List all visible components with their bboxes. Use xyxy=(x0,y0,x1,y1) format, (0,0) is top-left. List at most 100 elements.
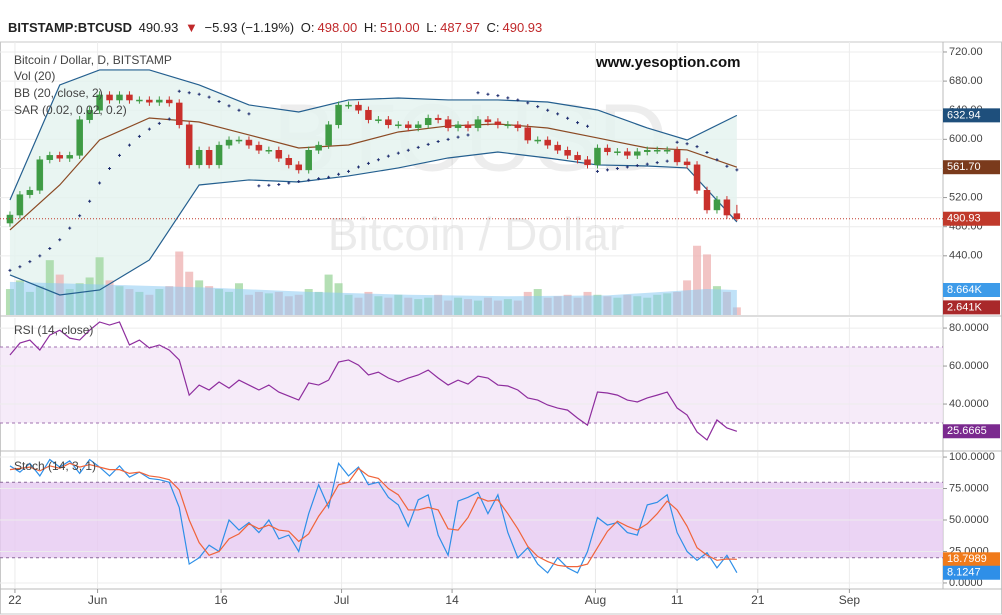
change-arrow: ▼ xyxy=(185,20,198,35)
candle-body xyxy=(205,150,213,166)
series-title: Bitcoin / Dollar, D, BITSTAMP xyxy=(14,53,172,67)
volume-bar xyxy=(175,251,184,315)
sar-dot xyxy=(78,214,82,218)
candle-body xyxy=(424,117,432,126)
y-tick-label: 440.00 xyxy=(949,250,983,262)
sar-dot xyxy=(436,140,440,144)
sar-dot xyxy=(217,99,221,103)
sar-dot xyxy=(177,89,181,93)
candle-body xyxy=(26,190,34,195)
candle-body xyxy=(594,147,601,166)
sar-dot xyxy=(675,140,679,144)
candle-body xyxy=(464,124,472,128)
band-fill xyxy=(0,347,943,424)
sar-dot xyxy=(366,161,370,165)
candle-body xyxy=(345,104,352,107)
sar-dot xyxy=(655,161,659,165)
candle-body xyxy=(255,144,263,151)
candle-body xyxy=(514,124,522,128)
candle-body xyxy=(126,94,133,101)
x-tick-label: Aug xyxy=(585,593,606,607)
candle-body xyxy=(395,124,402,127)
legend-entry: Vol (20) xyxy=(14,69,55,83)
candle-body xyxy=(325,124,332,146)
candle-body xyxy=(16,194,24,216)
candle-body xyxy=(663,150,671,152)
candle-body xyxy=(146,99,153,103)
sar-dot xyxy=(88,199,92,203)
sar-dot xyxy=(576,121,580,125)
x-tick-label: Jun xyxy=(88,593,107,607)
sar-dot xyxy=(28,260,32,264)
x-tick-label: Jul xyxy=(334,593,349,607)
volume-bar xyxy=(693,245,702,315)
candle-body xyxy=(36,159,44,191)
ohlc-label: O: xyxy=(300,20,315,35)
candle-body xyxy=(185,124,193,166)
candle-body xyxy=(285,158,293,166)
candle-body xyxy=(484,119,492,123)
sar-dot xyxy=(546,108,550,112)
pane-title: Stoch (14, 3, 1) xyxy=(14,459,96,473)
sar-dot xyxy=(147,127,151,131)
sar-dot xyxy=(526,101,530,105)
candle-body xyxy=(574,155,581,160)
sar-dot xyxy=(137,134,141,138)
sar-dot xyxy=(247,112,251,116)
candle-body xyxy=(693,164,701,191)
candle-body xyxy=(375,119,382,121)
price-badge xyxy=(943,108,1000,123)
indicator-line xyxy=(9,462,737,568)
sar-dot xyxy=(307,178,311,182)
sar-dot xyxy=(237,108,241,112)
x-tick-label: 14 xyxy=(445,593,459,607)
price-badge xyxy=(943,160,1000,175)
candle-body xyxy=(653,150,661,152)
sar-dot xyxy=(68,226,72,230)
sar-dot xyxy=(715,158,719,162)
sar-dot xyxy=(426,142,430,146)
candle-body xyxy=(175,102,183,126)
stoch-pane xyxy=(0,452,943,588)
candle-body xyxy=(444,119,452,128)
volume-bar xyxy=(703,254,712,315)
candle-body xyxy=(434,117,442,120)
sar-dot xyxy=(695,145,699,149)
bb-line xyxy=(9,151,738,296)
sar-dot xyxy=(615,166,619,170)
sar-dot xyxy=(416,145,420,149)
candle-body xyxy=(136,99,143,102)
candle-body xyxy=(683,161,691,166)
sar-dot xyxy=(556,112,560,116)
sar-dot xyxy=(207,95,211,99)
candle-body xyxy=(634,151,641,156)
candle-body xyxy=(713,199,721,211)
volume-ma-area xyxy=(9,281,737,315)
sar-dot xyxy=(605,168,609,172)
sar-dot xyxy=(287,181,291,185)
sar-dot xyxy=(127,143,131,147)
sar-dot xyxy=(625,165,629,169)
indicator-badge xyxy=(943,424,1000,439)
candle-body xyxy=(673,150,681,163)
watermark: Bitcoin / Dollar xyxy=(328,208,625,260)
sar-dot xyxy=(376,158,380,162)
legend-entry: BB (20, close, 2) xyxy=(14,86,103,100)
candle-body xyxy=(315,144,322,151)
candle-body xyxy=(116,94,123,101)
candle-body xyxy=(405,124,412,128)
sar-dot xyxy=(356,165,360,169)
candle-body xyxy=(564,150,571,156)
pane-title: RSI (14, close) xyxy=(14,323,93,337)
ohlc-value: 487.97 xyxy=(440,20,480,35)
candle-body xyxy=(56,155,63,159)
sar-dot xyxy=(466,133,470,137)
sar-dot xyxy=(58,238,62,242)
ohlc-label: H: xyxy=(363,20,377,35)
sar-dot xyxy=(117,153,121,157)
site-watermark: www.yesoption.com xyxy=(595,54,740,71)
candle-body xyxy=(166,99,173,104)
candle-body xyxy=(76,119,83,156)
sar-dot xyxy=(167,117,171,121)
volume-badge-label: 8.664K xyxy=(947,284,983,296)
